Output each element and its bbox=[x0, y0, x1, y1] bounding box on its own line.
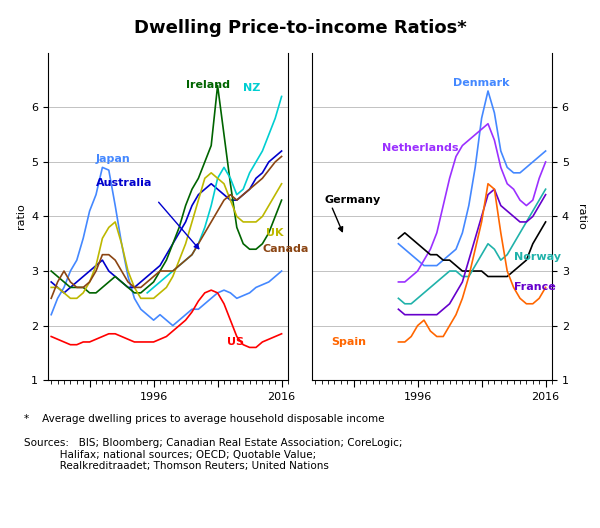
Text: Canada: Canada bbox=[262, 244, 309, 254]
Text: Japan: Japan bbox=[96, 154, 131, 164]
Text: Australia: Australia bbox=[96, 178, 152, 188]
Text: NZ: NZ bbox=[243, 83, 260, 93]
Text: Netherlands: Netherlands bbox=[382, 143, 459, 153]
Text: *    Average dwelling prices to average household disposable income: * Average dwelling prices to average hou… bbox=[24, 414, 385, 425]
Text: Denmark: Denmark bbox=[453, 78, 509, 88]
Text: France: France bbox=[514, 282, 556, 292]
Text: Germany: Germany bbox=[325, 195, 381, 205]
Y-axis label: ratio: ratio bbox=[575, 204, 586, 229]
Text: UK: UK bbox=[266, 228, 283, 238]
Text: Spain: Spain bbox=[331, 337, 366, 347]
Y-axis label: ratio: ratio bbox=[16, 204, 26, 229]
Text: Norway: Norway bbox=[514, 252, 560, 262]
Text: Sources:   BIS; Bloomberg; Canadian Real Estate Association; CoreLogic;
        : Sources: BIS; Bloomberg; Canadian Real E… bbox=[24, 438, 403, 472]
Text: Ireland: Ireland bbox=[185, 80, 230, 90]
Text: Dwelling Price-to-income Ratios*: Dwelling Price-to-income Ratios* bbox=[134, 19, 466, 37]
Text: US: US bbox=[227, 337, 244, 347]
